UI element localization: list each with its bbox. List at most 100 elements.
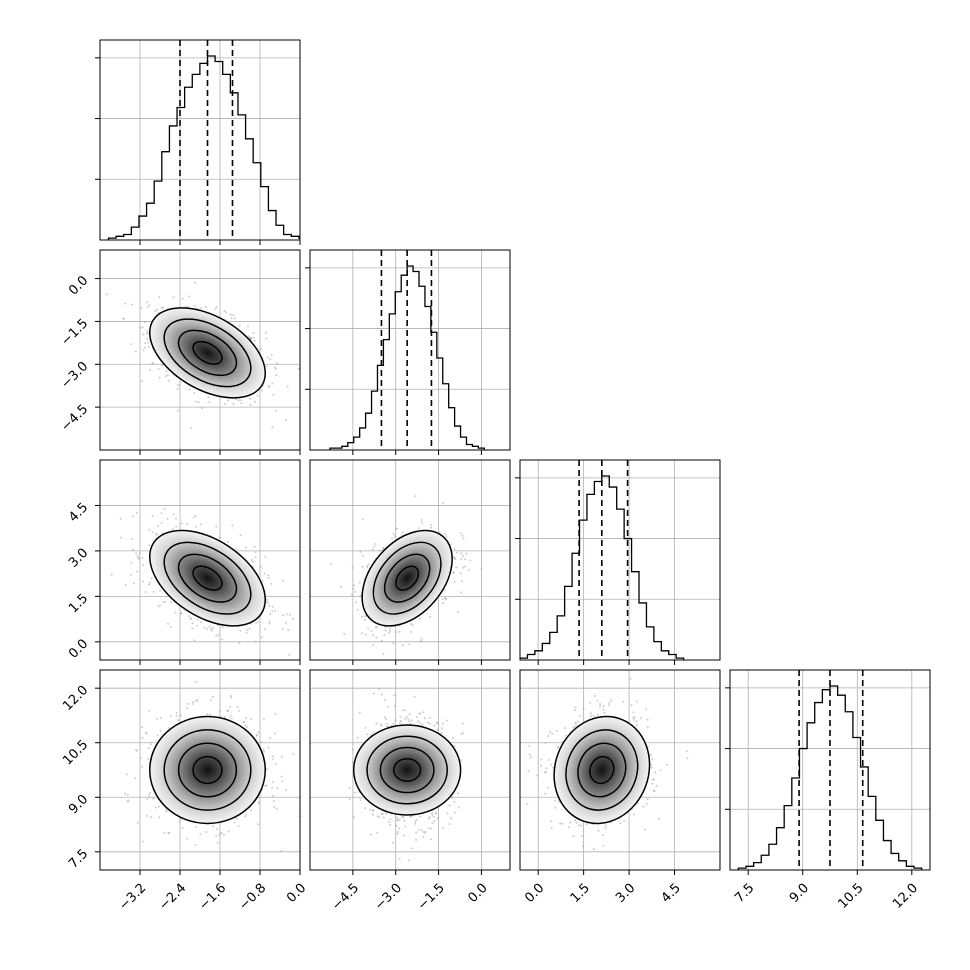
sample-point [364, 807, 366, 810]
contour-0 [192, 340, 223, 365]
sample-point [275, 807, 278, 810]
sample-point [266, 768, 269, 770]
sample-point [356, 608, 359, 611]
sample-point [400, 719, 402, 722]
sample-point [431, 813, 434, 816]
sample-point [403, 819, 406, 822]
sample-point [373, 545, 376, 548]
sample-point [179, 714, 182, 717]
sample-point [178, 820, 181, 823]
sample-point [259, 566, 262, 568]
sample-point [415, 831, 418, 834]
sample-point [348, 786, 351, 789]
sample-point [453, 548, 456, 550]
sample-point [194, 515, 197, 517]
sample-point [436, 817, 439, 820]
sample-point [124, 302, 127, 305]
panel-content [100, 40, 300, 240]
sample-point [110, 573, 113, 576]
sample-point [141, 737, 144, 739]
sample-point [361, 518, 364, 521]
sample-point [442, 722, 445, 725]
sample-point [460, 552, 463, 555]
sample-point [285, 613, 288, 616]
sample-point [429, 716, 432, 719]
sample-point [186, 707, 189, 710]
sample-point [352, 584, 355, 587]
sample-point [285, 419, 288, 422]
sample-point [404, 709, 407, 711]
sample-point [252, 332, 255, 334]
sample-point [372, 813, 374, 816]
sample-point [272, 800, 275, 802]
panel-content [310, 250, 510, 450]
sample-point [417, 720, 420, 722]
sample-point [232, 402, 235, 405]
sample-point [188, 388, 191, 391]
sample-point [380, 724, 383, 727]
sample-point [141, 726, 144, 729]
sample-point [148, 581, 151, 584]
sample-point [208, 401, 211, 404]
sample-point [378, 687, 381, 690]
sample-point [378, 816, 381, 819]
density-shading [149, 307, 266, 398]
sample-point [397, 830, 399, 833]
sample-point [398, 818, 401, 821]
sample-point [261, 580, 264, 583]
sample-point [385, 718, 387, 721]
sample-point [410, 719, 413, 722]
sample-point [159, 604, 162, 607]
sample-point [225, 311, 227, 314]
sample-point [401, 534, 404, 536]
sample-point [271, 605, 274, 608]
sample-point [361, 555, 364, 557]
sample-point [175, 525, 178, 528]
sample-point [420, 828, 423, 831]
sample-point [137, 557, 140, 560]
sample-point [358, 581, 361, 584]
y-tick-label-3-1: 9.0 [66, 792, 91, 817]
sample-point [462, 566, 465, 569]
sample-point [212, 626, 215, 629]
sample-point [459, 572, 462, 575]
sample-point [415, 838, 418, 841]
sample-point [245, 725, 248, 728]
sample-point [619, 822, 622, 825]
sample-point [396, 527, 399, 530]
sample-point [175, 711, 178, 714]
sample-point [276, 787, 279, 790]
sample-point [248, 627, 251, 630]
sample-point [266, 598, 268, 601]
sample-point [230, 696, 232, 699]
sample-point [415, 818, 418, 821]
sample-point [367, 563, 370, 566]
sample-point [145, 332, 148, 335]
y-tick-label-2-0: 0.0 [66, 637, 91, 662]
sample-point [590, 715, 592, 717]
sample-point [262, 748, 265, 751]
sample-point [385, 722, 388, 725]
sample-point [248, 336, 251, 339]
sample-point [413, 695, 416, 698]
sample-point [267, 577, 270, 579]
sample-point [395, 816, 398, 819]
sample-point [141, 326, 144, 329]
sample-point [236, 705, 239, 708]
sample-point [222, 833, 225, 836]
sample-point [264, 555, 267, 558]
sample-point [122, 317, 125, 320]
sample-point [244, 546, 247, 549]
sample-point [200, 307, 202, 310]
sample-point [398, 625, 401, 627]
sample-point [343, 633, 346, 635]
sample-point [435, 811, 438, 814]
sample-point [168, 379, 171, 382]
sample-point [269, 737, 272, 739]
contour-0 [192, 755, 223, 785]
sample-point [257, 731, 260, 734]
sample-point [143, 346, 146, 349]
sample-point [256, 395, 259, 397]
sample-point [238, 709, 240, 712]
sample-point [146, 329, 149, 332]
